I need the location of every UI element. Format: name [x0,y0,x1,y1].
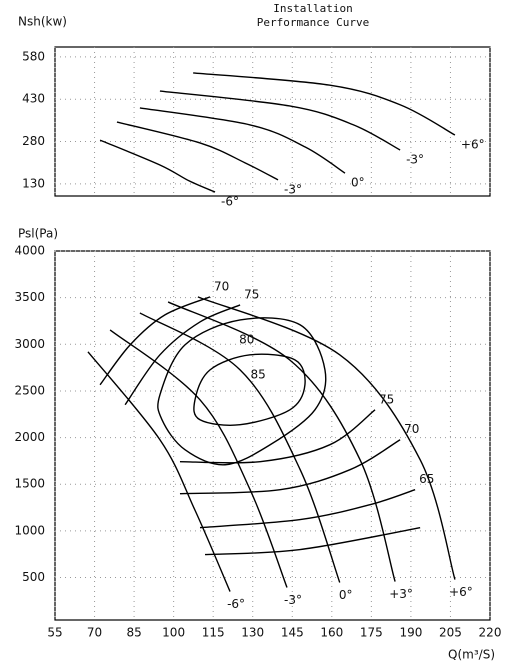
contour-label: 75 [379,392,394,406]
curve-label: -3° [406,153,424,167]
contour-label: 65 [419,472,434,486]
curve [87,351,231,592]
x-tick-label: 190 [399,626,422,640]
curve-label: -6° [221,195,239,209]
y-axis-label: Nsh(kw) [18,15,67,29]
curve [179,439,401,495]
y-tick-label: 130 [22,176,45,190]
curve-label: 0° [339,588,353,602]
y-tick-label: 280 [22,134,45,148]
curve-label: +3° [389,587,413,601]
curve [139,107,346,174]
x-axis-label: Q(m³/S) [448,648,495,662]
curve [204,526,421,556]
curve-label: 0° [351,176,365,190]
curve [157,317,327,466]
curve-label: -3° [284,593,302,607]
curve-label: -6° [227,597,245,611]
x-tick-label: 85 [126,626,141,640]
contour-label: 70 [214,279,229,293]
y-tick-label: 3000 [14,337,45,351]
curve [193,353,306,426]
y-tick-label: 1500 [14,477,45,491]
x-tick-label: 205 [439,626,462,640]
curve [124,304,241,406]
curve [109,329,288,588]
x-tick-label: 100 [162,626,185,640]
x-tick-label: 220 [479,626,502,640]
y-tick-label: 580 [22,49,45,63]
curve-label: -3° [284,182,302,196]
x-tick-label: 70 [87,626,102,640]
curve-label: +6° [449,585,473,599]
y-tick-label: 430 [22,92,45,106]
contour-label: 85 [250,367,265,381]
x-tick-label: 130 [241,626,264,640]
curve [99,296,211,386]
curve [179,409,376,464]
curve [99,139,216,193]
y-axis-label: Psl(Pa) [18,227,58,241]
y-tick-label: 4000 [14,244,45,258]
curve-label: +6° [461,138,485,152]
contour-label: 75 [244,287,259,301]
contour-label: 80 [239,332,254,346]
y-tick-label: 500 [22,570,45,584]
curve [193,72,456,136]
x-tick-label: 175 [360,626,383,640]
chart-subtitle: Performance Curve [257,16,370,29]
y-tick-label: 2000 [14,430,45,444]
plot-frame [54,250,491,621]
curve [199,488,416,529]
x-tick-label: 160 [320,626,343,640]
curve [197,296,456,580]
curve [116,121,279,181]
y-tick-label: 3500 [14,290,45,304]
x-tick-label: 145 [281,626,304,640]
y-tick-label: 1000 [14,523,45,537]
x-tick-label: 55 [47,626,62,640]
curve [167,301,396,582]
y-tick-label: 2500 [14,383,45,397]
curve [159,90,401,151]
plot-frame [54,46,491,197]
contour-label: 70 [404,422,419,436]
curve [139,312,341,583]
chart-title: Installation [273,2,352,15]
x-tick-label: 115 [202,626,225,640]
